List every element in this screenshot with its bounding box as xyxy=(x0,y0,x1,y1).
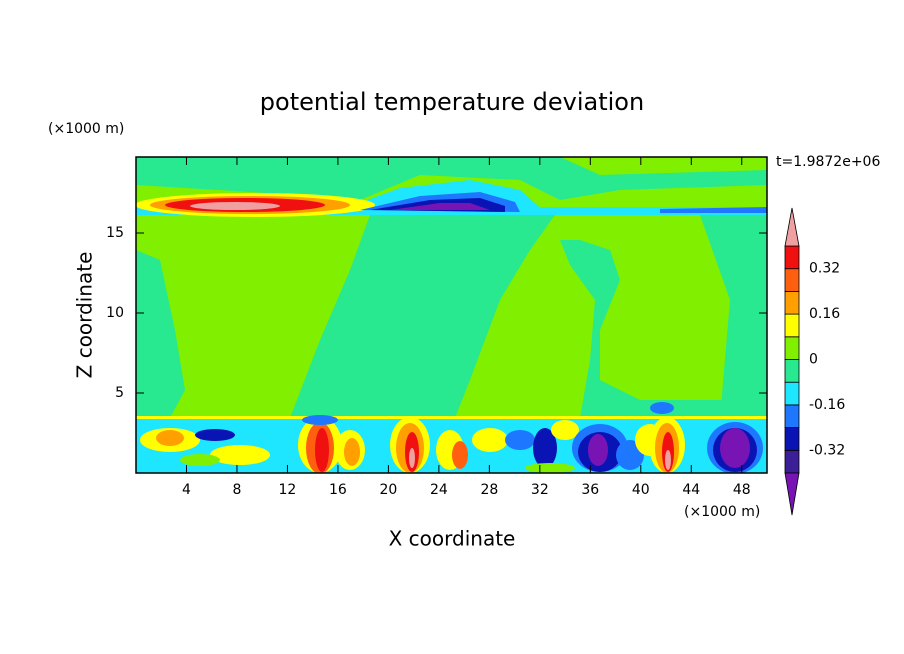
colorbar-box xyxy=(784,245,800,270)
x-tick-label: 48 xyxy=(733,482,751,498)
contour-region xyxy=(452,441,468,469)
x-tick-label: 8 xyxy=(232,482,241,498)
contour-region xyxy=(560,157,767,175)
colorbar-box xyxy=(784,336,800,360)
contour-region xyxy=(195,429,235,441)
contour-region xyxy=(720,428,750,468)
y-tick-label: 15 xyxy=(106,225,124,241)
contour-region xyxy=(390,203,490,210)
colorbar: -0.32 -0.16 0 0.16 0.32 xyxy=(784,207,845,516)
plot-frame xyxy=(135,156,768,474)
colorbar-extend-low xyxy=(784,472,800,516)
colorbar-box xyxy=(784,404,800,428)
contour-region xyxy=(210,445,270,465)
contour-region xyxy=(136,250,185,418)
colorbar-tick-label: -0.32 xyxy=(809,442,845,458)
x-tick-label: 12 xyxy=(279,482,297,498)
colorbar-tick-label: -0.16 xyxy=(809,397,845,413)
colorbar-box xyxy=(784,290,800,315)
contour-region xyxy=(136,416,767,419)
colorbar-box xyxy=(784,268,800,292)
contour-region xyxy=(472,428,508,452)
contour-region xyxy=(650,402,674,414)
x-tick-label: 32 xyxy=(531,482,549,498)
contour-region xyxy=(588,434,608,466)
time-label: t=1.9872e+06 xyxy=(776,154,880,170)
x-tick-label: 28 xyxy=(480,482,498,498)
contour-region xyxy=(551,420,579,440)
contour-region xyxy=(533,428,557,468)
y-tick-label: 10 xyxy=(106,305,124,321)
colorbar-box xyxy=(784,427,800,451)
x-unit-label: (×1000 m) xyxy=(684,504,760,520)
contour-region xyxy=(409,448,415,468)
chart-title: potential temperature deviation xyxy=(260,88,644,116)
x-tick-label: 24 xyxy=(430,482,448,498)
contour-region xyxy=(156,430,184,446)
contour-region xyxy=(525,463,575,473)
contour-field xyxy=(136,157,767,473)
colorbar-extend-high xyxy=(784,207,800,247)
colorbar-box xyxy=(784,313,800,338)
contour-region xyxy=(344,438,360,466)
x-tick-label: 16 xyxy=(329,482,347,498)
contour-region xyxy=(560,240,767,418)
y-unit-label: (×1000 m) xyxy=(48,121,124,137)
colorbar-box xyxy=(784,359,800,383)
y-axis-label: Z coordinate xyxy=(73,252,97,379)
x-tick-label: 36 xyxy=(581,482,599,498)
contour-region xyxy=(180,454,220,466)
contour-region xyxy=(700,215,767,418)
x-tick-label: 20 xyxy=(379,482,397,498)
contour-region xyxy=(665,450,671,470)
x-tick-label: 4 xyxy=(182,482,191,498)
colorbar-tick-label: 0.16 xyxy=(809,306,840,322)
contour-region xyxy=(315,428,329,472)
x-axis-label: X coordinate xyxy=(389,527,516,551)
colorbar-box xyxy=(784,381,800,406)
contour-region xyxy=(302,415,338,425)
y-tick-label: 5 xyxy=(115,385,124,401)
contour-region xyxy=(660,207,767,213)
colorbar-tick-label: 0 xyxy=(809,352,818,368)
colorbar-box xyxy=(784,449,800,474)
colorbar-tick-label: 0.32 xyxy=(809,261,840,277)
contour-region xyxy=(290,215,555,418)
contour-region xyxy=(505,430,535,450)
x-tick-label: 40 xyxy=(632,482,650,498)
contour-region xyxy=(190,202,280,210)
x-tick-label: 44 xyxy=(682,482,700,498)
